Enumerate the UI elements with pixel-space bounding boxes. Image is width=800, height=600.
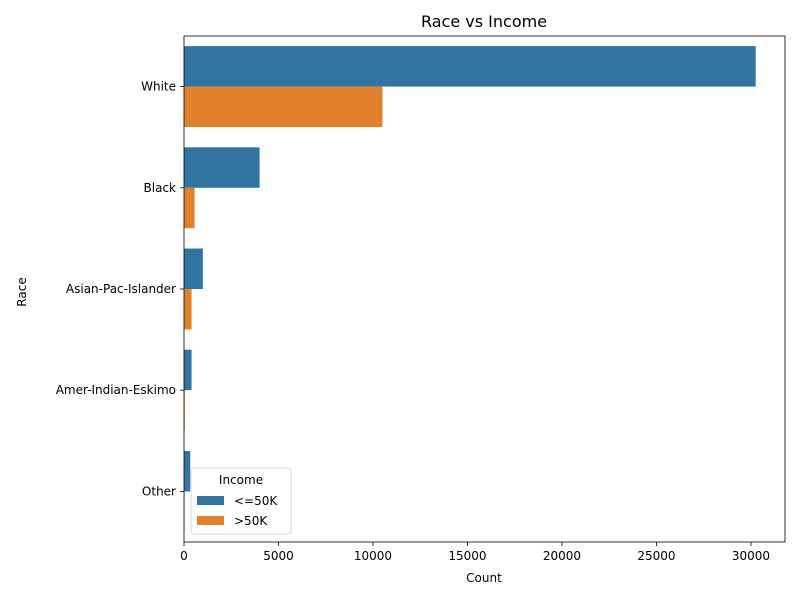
bar-le50k-1 [184,147,260,188]
chart-title: Race vs Income [421,12,547,31]
bars-group [184,46,756,532]
y-tick-label-1: Black [144,181,177,195]
x-tick-label-5: 25000 [637,549,675,563]
legend-label-1: >50K [234,514,268,528]
bar-le50k-0 [184,46,756,87]
legend-label-0: <=50K [234,494,278,508]
y-axis-label: Race [15,277,29,306]
legend-swatch-0 [197,496,224,505]
x-tick-label-0: 0 [180,549,188,563]
legend-title: Income [219,473,263,487]
x-axis-label: Count [466,571,502,585]
y-tick-label-0: White [141,80,176,94]
bar-le50k-3 [184,349,192,391]
legend-swatch-1 [197,516,224,525]
x-tick-label-2: 10000 [354,549,392,563]
legend: Income <=50K >50K [190,467,292,535]
x-tick-label-3: 15000 [448,549,486,563]
bar-gt50k-0 [184,86,383,128]
axes-group: 0 5000 10000 15000 20000 25000 30000 White Black… [56,35,786,563]
y-tick-label-4: Other [142,484,176,498]
bar-gt50k-2 [184,289,192,330]
bar-le50k-4 [184,450,191,492]
y-tick-label-3: Amer-Indian-Eskimo [56,383,176,397]
y-tick-label-2: Asian-Pac-Islander [66,282,176,296]
bar-le50k-2 [184,248,203,289]
x-tick-label-6: 30000 [732,549,770,563]
x-tick-label-4: 20000 [543,549,581,563]
bar-gt50k-1 [184,187,195,229]
x-tick-label-1: 5000 [263,549,294,563]
